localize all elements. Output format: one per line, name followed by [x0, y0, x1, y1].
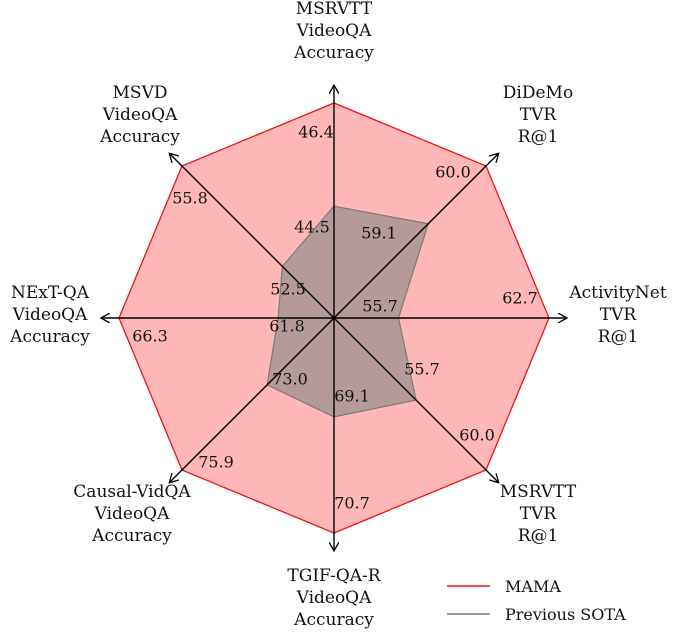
mama-value-label: 75.9 [198, 453, 234, 472]
sota-value-label: 59.1 [361, 224, 397, 243]
sota-value-label: 55.7 [362, 297, 398, 316]
sota-value-label: 61.8 [269, 317, 305, 336]
mama-value-label: 66.3 [132, 327, 168, 346]
axis-label-8: MSVD VideoQA Accuracy [99, 83, 180, 147]
axis-label-7: NExT-QA VideoQA Accuracy [9, 283, 90, 347]
mama-value-label: 60.0 [459, 426, 495, 445]
mama-value-label: 46.4 [298, 123, 334, 142]
axis-label-2: DiDeMo TVR R@1 [503, 83, 573, 147]
axis-line-4 [333, 317, 498, 482]
axis-line-2 [333, 154, 498, 319]
sota-value-label: 55.7 [404, 360, 440, 379]
axis-label-1: MSRVTT VideoQA Accuracy [293, 0, 374, 63]
legend-label-previous-sota: Previous SOTA [505, 605, 626, 624]
mama-value-label: 60.0 [435, 163, 471, 182]
axis-label-3: ActivityNet TVR R@1 [568, 283, 666, 347]
axis-line-6 [170, 317, 335, 482]
sota-value-label: 69.1 [334, 387, 370, 406]
legend-label-mama: MAMA [505, 577, 561, 596]
legend: MAMA Previous SOTA [447, 577, 626, 624]
data-labels: 46.4 44.5 60.0 59.1 62.7 55.7 60.0 55.7 70.7 69.1… [132, 123, 538, 513]
axis-label-5: TGIF-QA-R VideoQA Accuracy [287, 566, 381, 630]
mama-value-label: 70.7 [334, 494, 370, 513]
mama-value-label: 62.7 [502, 289, 538, 308]
axis-label-6: Causal-VidQA VideoQA Accuracy [73, 482, 191, 546]
sota-value-label: 73.0 [272, 370, 308, 389]
axis-labels: MSRVTT VideoQA Accuracy DiDeMo TVR R@1 Activit… [9, 0, 667, 630]
mama-value-label: 55.8 [172, 189, 208, 208]
axes [102, 86, 566, 550]
sota-value-label: 44.5 [294, 218, 330, 237]
sota-value-label: 52.5 [270, 280, 306, 299]
axis-label-4: MSRVTT TVR R@1 [500, 482, 577, 546]
axis-line-8 [170, 154, 335, 319]
